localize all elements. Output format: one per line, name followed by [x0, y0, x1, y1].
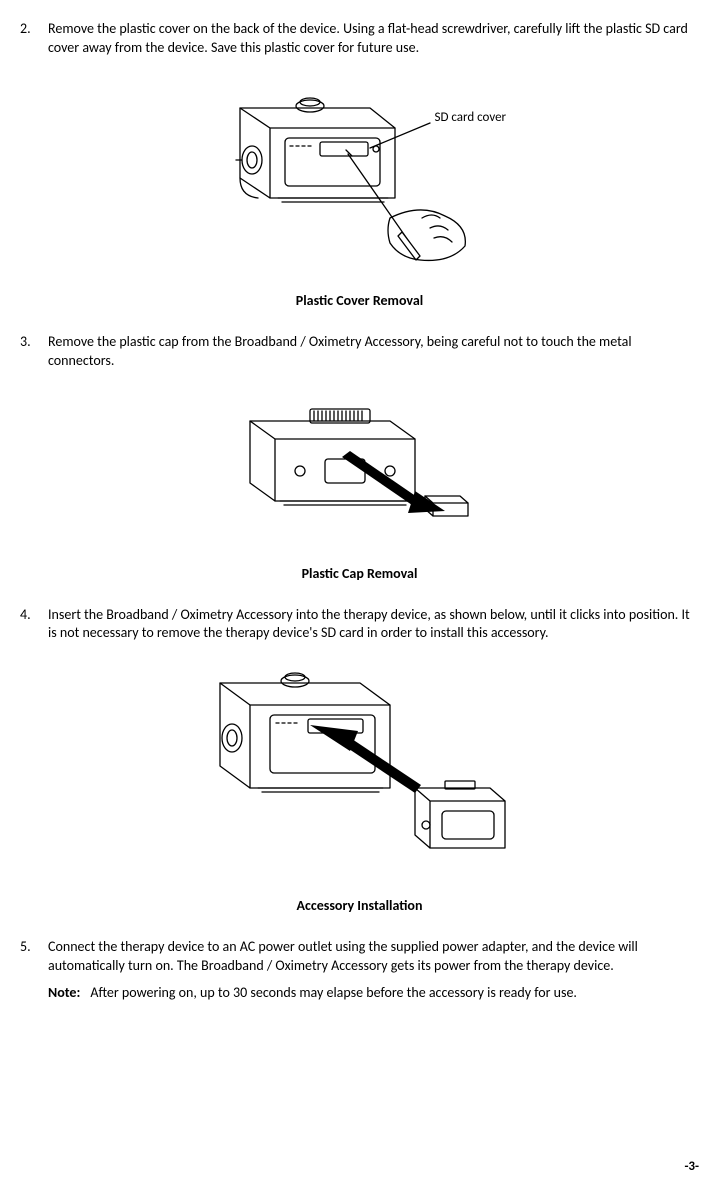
- page-number: -3-: [684, 1159, 699, 1174]
- note-label: Note:: [48, 984, 80, 1001]
- figure-accessory-installation: [20, 653, 699, 877]
- note-text: After powering on, up to 30 seconds may …: [90, 984, 577, 1001]
- caption-fig1: Plastic Cover Removal: [20, 292, 699, 309]
- step-text: Insert the Broadband / Oximetry Accessor…: [48, 606, 699, 644]
- figure-plastic-cover-removal: SD card cover: [20, 68, 699, 272]
- step-text: Remove the plastic cover on the back of …: [48, 20, 699, 58]
- step-number: 2.: [20, 20, 48, 58]
- step-text: Connect the therapy device to an AC powe…: [48, 938, 699, 976]
- step-2: 2. Remove the plastic cover on the back …: [20, 20, 699, 58]
- step-4: 4. Insert the Broadband / Oximetry Acces…: [20, 606, 699, 644]
- step-number: 3.: [20, 333, 48, 371]
- note: Note: After powering on, up to 30 seconds…: [48, 984, 699, 1003]
- step-number: 5.: [20, 938, 48, 976]
- caption-fig2: Plastic Cap Removal: [20, 565, 699, 582]
- callout-sd-card-cover: SD card cover: [435, 110, 507, 125]
- step-text: Remove the plastic cap from the Broadban…: [48, 333, 699, 371]
- figure-plastic-cap-removal: [20, 381, 699, 545]
- step-3: 3. Remove the plastic cap from the Broad…: [20, 333, 699, 371]
- caption-fig3: Accessory Installation: [20, 897, 699, 914]
- step-5: 5. Connect the therapy device to an AC p…: [20, 938, 699, 976]
- step-number: 4.: [20, 606, 48, 644]
